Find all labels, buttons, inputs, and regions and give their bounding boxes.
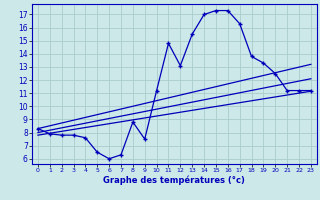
X-axis label: Graphe des températures (°c): Graphe des températures (°c) [103,176,245,185]
